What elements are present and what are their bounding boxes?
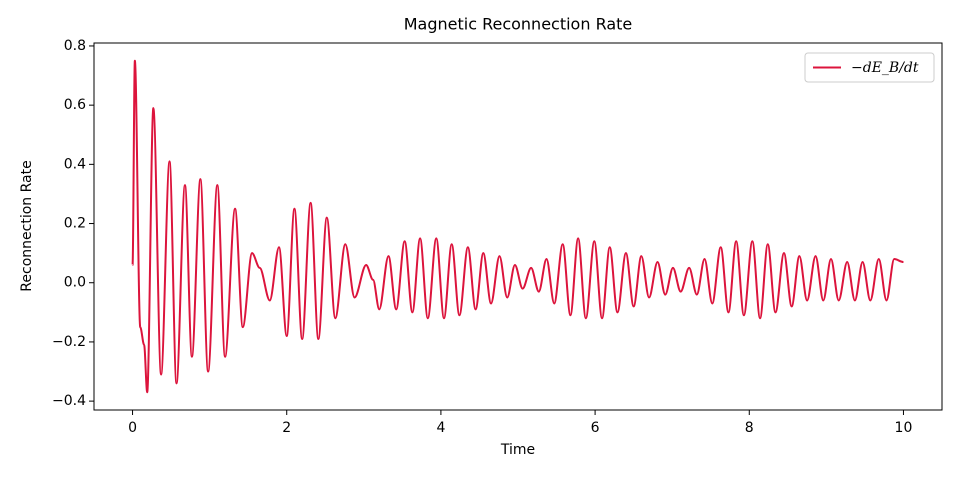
x-tick-label: 4 [436,420,445,436]
chart-title: Magnetic Reconnection Rate [404,15,633,34]
y-tick-label: 0.8 [64,38,86,54]
y-axis-label: Reconnection Rate [19,160,35,291]
line-series [131,59,904,394]
y-tick-label: −0.4 [52,393,86,409]
x-axis-label: Time [500,442,535,458]
y-tick-label: 0.4 [64,156,86,172]
y-tick-label: 0.6 [64,97,86,113]
axes-frame [93,42,943,411]
y-tick-label: −0.2 [52,334,86,350]
y-tick-label: 0.0 [64,275,86,291]
legend-label: −dE_B/dt [851,60,919,76]
y-tick-label: 0.2 [64,216,86,232]
x-tick-label: 8 [745,420,754,436]
x-tick-label: 2 [282,420,291,436]
x-tick-label: 0 [128,420,137,436]
x-tick-label: 6 [591,420,600,436]
legend-box [804,52,935,83]
x-tick-label: 10 [895,420,913,436]
